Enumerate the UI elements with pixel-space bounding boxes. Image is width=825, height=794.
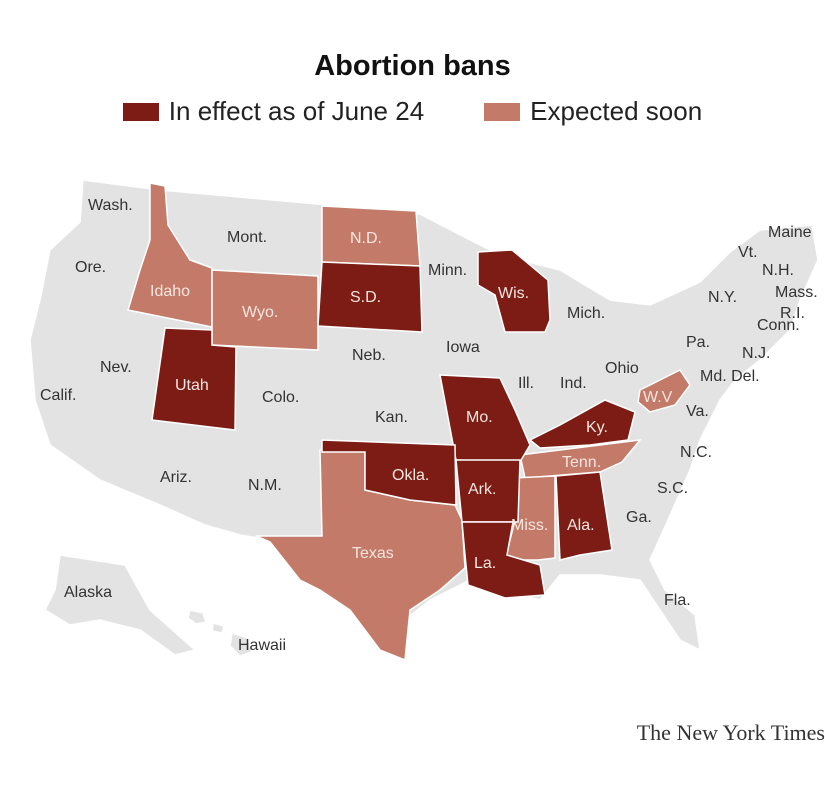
label-wash: Wash.	[88, 197, 133, 214]
legend-label-expected: Expected soon	[530, 96, 703, 126]
label-va: Va.	[686, 403, 709, 420]
expected-states	[127, 182, 691, 662]
legend-swatch-expected	[484, 102, 521, 121]
label-minn: Minn.	[428, 262, 467, 279]
label-ky: Ky.	[586, 419, 608, 436]
label-pa: Pa.	[686, 334, 710, 351]
label-hawaii: Hawaii	[238, 637, 286, 654]
label-conn: Conn.	[757, 317, 800, 334]
legend: In effect as of June 24 Expected soon	[0, 96, 825, 127]
label-iowa: Iowa	[446, 339, 480, 356]
label-texas: Texas	[352, 545, 394, 562]
legend-label-in-effect: In effect as of June 24	[168, 96, 425, 126]
label-sd: S.D.	[350, 289, 381, 306]
label-nev: Nev.	[100, 359, 132, 376]
label-ohio: Ohio	[605, 360, 639, 377]
state-okla	[321, 439, 457, 506]
state-ala	[555, 471, 613, 561]
label-sc: S.C.	[657, 480, 688, 497]
label-calif: Calif.	[40, 387, 76, 404]
state-sd	[317, 261, 423, 333]
state-wyo	[211, 269, 319, 351]
label-wv: W.V	[643, 389, 673, 406]
label-wis: Wis.	[498, 285, 529, 302]
label-ny: N.Y.	[708, 289, 737, 306]
legend-item-in-effect: In effect as of June 24	[122, 96, 425, 127]
label-idaho: Idaho	[150, 283, 190, 300]
state-ky	[528, 399, 636, 449]
label-colo: Colo.	[262, 389, 299, 406]
map-title: Abortion bans	[314, 50, 511, 82]
label-mass: Mass.	[775, 284, 818, 301]
label-ind: Ind.	[560, 375, 587, 392]
label-mich: Mich.	[567, 305, 605, 322]
state-ark	[455, 459, 521, 523]
legend-swatch-in-effect	[122, 102, 159, 121]
label-mont: Mont.	[227, 229, 267, 246]
label-ala: Ala.	[567, 517, 595, 534]
in-effect-states	[151, 249, 636, 599]
label-nm: N.M.	[248, 477, 282, 494]
hawaii-shape	[187, 609, 253, 657]
label-mo: Mo.	[466, 409, 493, 426]
label-kan: Kan.	[375, 409, 408, 426]
state-labels: Wash. Ore. Calif. Nev. Idaho Mont. Wyo. …	[40, 197, 818, 654]
label-nh: N.H.	[762, 262, 794, 279]
label-fla: Fla.	[664, 592, 691, 609]
legend-item-expected: Expected soon	[484, 96, 702, 127]
label-ill: Ill.	[518, 375, 534, 392]
label-wyo: Wyo.	[242, 304, 278, 321]
label-ore: Ore.	[75, 259, 106, 276]
label-nj: N.J.	[742, 345, 770, 362]
label-la: La.	[474, 555, 496, 572]
state-wis	[477, 249, 551, 333]
state-wv	[637, 369, 691, 413]
label-nc: N.C.	[680, 444, 712, 461]
label-maine: Maine	[768, 224, 812, 241]
label-miss: Miss.	[511, 517, 548, 534]
label-nd: N.D.	[350, 230, 382, 247]
label-okla: Okla.	[392, 467, 429, 484]
label-neb: Neb.	[352, 347, 386, 364]
state-tenn	[519, 439, 642, 479]
label-ariz: Ariz.	[160, 469, 192, 486]
label-ark: Ark.	[468, 481, 496, 498]
state-utah	[151, 327, 237, 431]
label-tenn: Tenn.	[562, 454, 601, 471]
alaska-shape	[44, 554, 197, 656]
label-utah: Utah	[175, 377, 209, 394]
state-la	[461, 521, 546, 599]
label-ri: R.I.	[780, 305, 805, 322]
label-alaska: Alaska	[64, 584, 112, 601]
source-credit: The New York Times	[636, 720, 825, 745]
label-ga: Ga.	[626, 509, 652, 526]
label-md-del: Md. Del.	[700, 368, 760, 385]
label-vt: Vt.	[738, 244, 758, 261]
